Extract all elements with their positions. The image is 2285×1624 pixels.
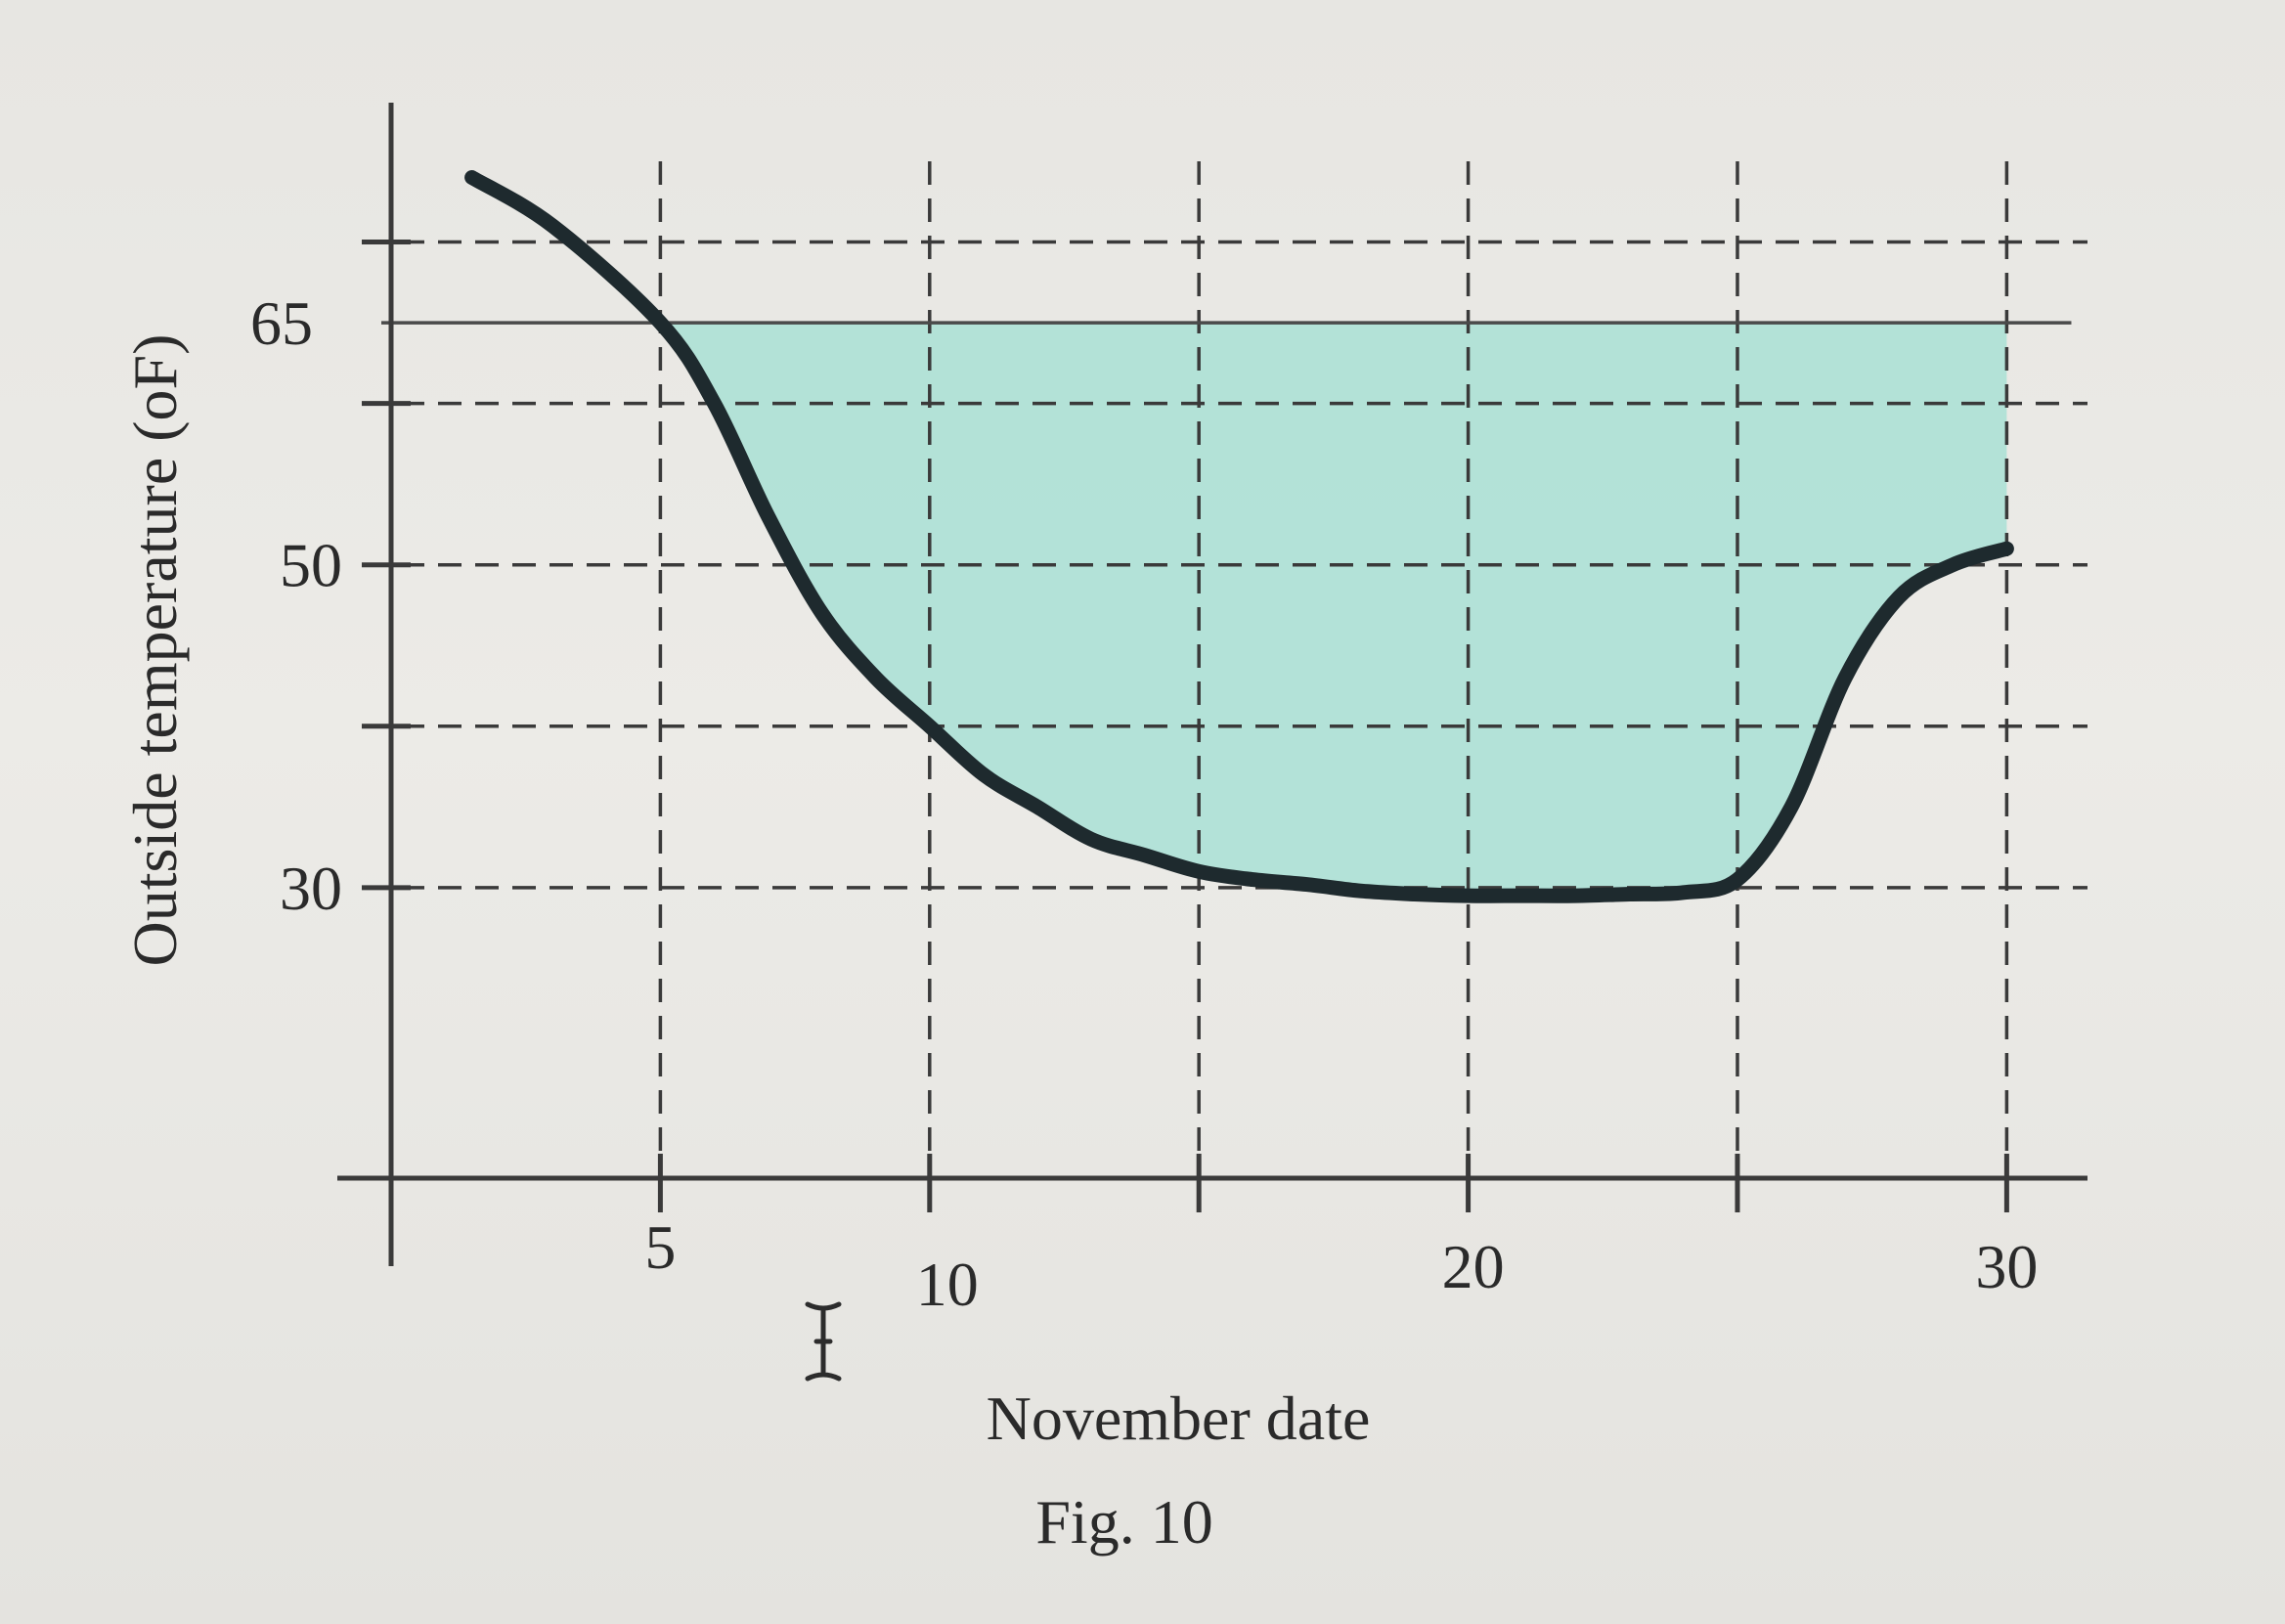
y-tick-label: 50 [280, 531, 342, 600]
x-tick-label: 30 [1975, 1232, 2038, 1301]
x-tick-label: 5 [644, 1212, 676, 1282]
figure-caption: Fig. 10 [1035, 1487, 1212, 1557]
y-tick-label: 65 [250, 288, 313, 358]
shaded-area [660, 323, 2007, 897]
x-axis-title: November date [987, 1383, 1371, 1453]
text-cursor-icon [805, 1301, 842, 1382]
y-axis-title: Outside temperature (oF) [120, 334, 190, 967]
temperature-curve [464, 170, 2014, 903]
x-tick-label: 20 [1442, 1232, 1505, 1301]
x-tick-label: 10 [916, 1250, 979, 1319]
y-tick-label: 30 [280, 854, 342, 923]
